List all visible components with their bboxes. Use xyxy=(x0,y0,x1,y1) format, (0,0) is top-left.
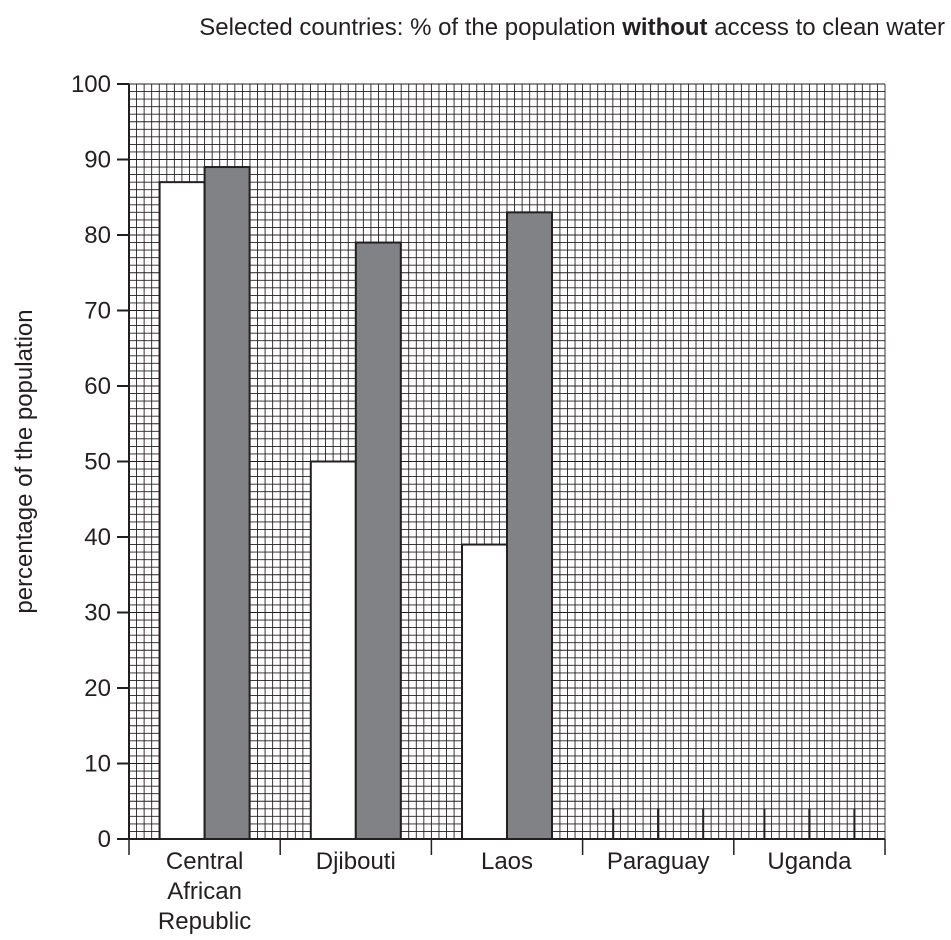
y-tick-label: 0 xyxy=(98,826,111,853)
chart-title: Selected countries: % of the population … xyxy=(0,14,951,42)
y-tick-label: 40 xyxy=(84,524,111,551)
y-tick-label: 20 xyxy=(84,675,111,702)
category-label: Uganda xyxy=(767,848,852,875)
category-label: Central xyxy=(166,848,243,875)
bar xyxy=(506,211,553,841)
chart-title-part-2: access to clean water xyxy=(707,14,945,41)
category-label: Paraguay xyxy=(607,848,710,875)
bar xyxy=(309,460,357,840)
y-tick-label: 50 xyxy=(84,449,111,476)
y-axis-title: percentage of the population xyxy=(11,309,38,613)
axes xyxy=(117,83,886,855)
bar xyxy=(461,543,508,840)
category-label: African xyxy=(167,878,242,905)
y-tick-label: 90 xyxy=(84,147,111,174)
labels: 0 10 20 30 40 50 60 70 80 90 100 Central African Repu… xyxy=(11,71,852,935)
bar xyxy=(354,241,402,841)
bar-placeholder xyxy=(657,809,705,839)
chart-title-emphasis: without xyxy=(622,14,708,41)
y-tick-label: 80 xyxy=(84,222,111,249)
bar-placeholder xyxy=(808,809,856,839)
y-tick-label: 100 xyxy=(71,71,111,98)
bars xyxy=(158,166,856,841)
category-label: Djibouti xyxy=(316,848,396,875)
category-label: Republic xyxy=(158,908,251,935)
category-label: Laos xyxy=(481,848,533,875)
y-tick-label: 60 xyxy=(84,373,111,400)
y-tick-label: 30 xyxy=(84,600,111,627)
y-tick-label: 10 xyxy=(84,751,111,778)
bar xyxy=(158,181,206,840)
chart-title-part-1: Selected countries: % of the population xyxy=(199,14,623,41)
bar xyxy=(203,166,251,841)
y-tick-label: 70 xyxy=(84,298,111,325)
